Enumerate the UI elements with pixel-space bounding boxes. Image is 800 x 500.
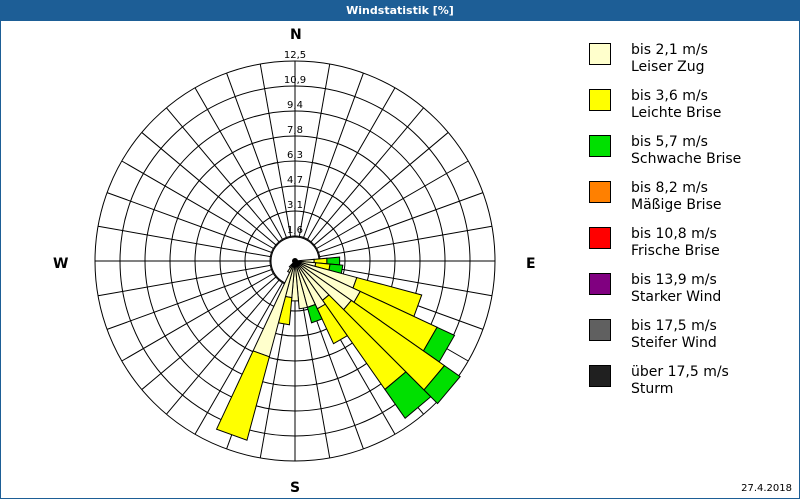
legend-range: bis 17,5 m/s: [631, 318, 717, 334]
legend-name: Frische Brise: [631, 243, 720, 259]
compass-east: E: [526, 256, 536, 272]
legend-name: Leichte Brise: [631, 105, 722, 121]
compass-south: S: [290, 480, 301, 496]
legend-range: bis 13,9 m/s: [631, 272, 717, 288]
legend-swatch: [589, 89, 611, 111]
legend-swatch: [589, 43, 611, 65]
svg-text:10,9: 10,9: [284, 75, 306, 86]
radial-tick-labels: 1,6 3,1 4,7 6,3 7,8 9,4 10,9 12,5: [284, 50, 306, 236]
legend-name: Starker Wind: [631, 289, 722, 305]
legend-range: bis 10,8 m/s: [631, 226, 717, 242]
legend-name: Schwache Brise: [631, 151, 742, 167]
date-label: 27.4.2018: [741, 483, 792, 494]
svg-text:7,8: 7,8: [287, 125, 303, 136]
legend-swatch: [589, 135, 611, 157]
svg-text:9,4: 9,4: [287, 100, 303, 111]
window-title: Windstatistik [%]: [0, 0, 800, 21]
polar-grid: [94, 60, 496, 462]
legend-range: bis 5,7 m/s: [631, 134, 708, 150]
svg-text:6,3: 6,3: [287, 150, 303, 161]
svg-text:12,5: 12,5: [284, 50, 306, 61]
legend-swatch: [589, 319, 611, 341]
compass-west: W: [53, 256, 69, 272]
svg-text:4,7: 4,7: [287, 175, 303, 186]
wind-petals: [215, 256, 461, 441]
svg-text:1,6: 1,6: [287, 225, 303, 236]
legend-name: Leiser Zug: [631, 59, 705, 75]
legend-range: bis 3,6 m/s: [631, 88, 708, 104]
svg-text:3,1: 3,1: [287, 200, 303, 211]
legend-range: über 17,5 m/s: [631, 364, 729, 380]
legend-swatch: [589, 181, 611, 203]
legend-name: Steifer Wind: [631, 335, 717, 351]
legend-name: Sturm: [631, 381, 674, 397]
legend-swatch: [589, 227, 611, 249]
legend-swatch: [589, 365, 611, 387]
legend-range: bis 2,1 m/s: [631, 42, 708, 58]
legend-range: bis 8,2 m/s: [631, 180, 708, 196]
compass-north: N: [290, 27, 302, 43]
legend-name: Mäßige Brise: [631, 197, 722, 213]
legend-swatch: [589, 273, 611, 295]
